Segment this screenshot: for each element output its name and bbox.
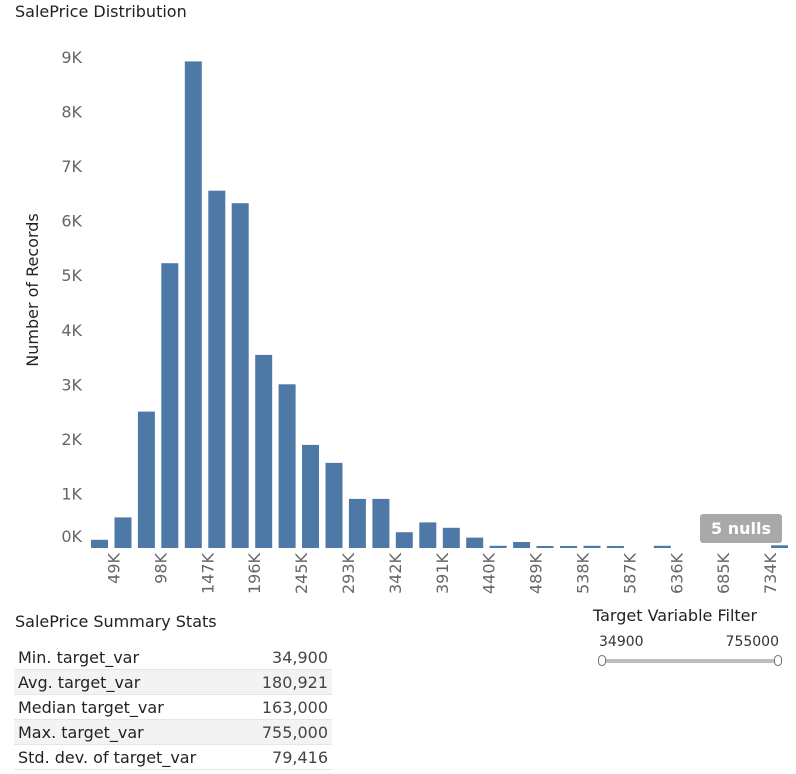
y-tick-label: 5K xyxy=(61,266,82,285)
x-tick-label: 636K xyxy=(667,552,686,594)
table-row: Min. target_var 34,900 xyxy=(14,645,332,670)
stat-label: Max. target_var xyxy=(14,719,242,745)
histogram-bar[interactable] xyxy=(255,354,273,548)
histogram-bar[interactable] xyxy=(466,537,484,548)
histogram-bar[interactable] xyxy=(137,411,155,548)
histogram-bar[interactable] xyxy=(231,203,249,548)
y-tick-label: 8K xyxy=(61,103,82,122)
x-tick-label: 49K xyxy=(105,553,124,584)
y-tick-label: 0K xyxy=(61,527,82,546)
histogram-bar[interactable] xyxy=(91,539,108,548)
histogram-bar[interactable] xyxy=(536,546,554,548)
x-tick-label: 196K xyxy=(245,552,264,594)
x-tick-label: 685K xyxy=(714,552,733,594)
stat-label: Avg. target_var xyxy=(14,669,242,695)
range-slider-max-handle[interactable] xyxy=(774,655,782,666)
stat-label: Median target_var xyxy=(14,694,242,720)
histogram-bar[interactable] xyxy=(606,546,624,548)
table-row: Median target_var 163,000 xyxy=(14,694,332,720)
histogram-bar[interactable] xyxy=(208,190,226,548)
chart-title: SalePrice Distribution xyxy=(15,2,187,21)
y-tick-label: 3K xyxy=(61,375,82,394)
x-tick-label: 538K xyxy=(574,552,593,594)
x-tick-label: 391K xyxy=(433,552,452,594)
y-tick-label: 9K xyxy=(61,48,82,67)
stat-value: 755,000 xyxy=(241,719,332,745)
table-row: Std. dev. of target_var 79,416 xyxy=(14,744,332,770)
x-tick-label: 734K xyxy=(761,552,780,594)
histogram-bar[interactable] xyxy=(513,542,531,548)
histogram-bar[interactable] xyxy=(442,527,460,548)
x-tick-label: 245K xyxy=(292,552,311,594)
y-tick-label: 1K xyxy=(61,484,82,503)
stat-value: 34,900 xyxy=(241,645,332,670)
y-tick-label: 6K xyxy=(61,212,82,231)
histogram-bar[interactable] xyxy=(348,498,366,548)
x-tick-label: 342K xyxy=(386,552,405,594)
x-tick-label: 98K xyxy=(151,553,170,584)
histogram-bar[interactable] xyxy=(395,532,413,548)
histogram-bar[interactable] xyxy=(161,263,179,548)
histogram-bar[interactable] xyxy=(302,444,319,548)
histogram-bar[interactable] xyxy=(278,384,296,548)
x-tick-label: 293K xyxy=(339,552,358,594)
salesprice-histogram: 0K 1K 2K 3K 4K 5K 6K 7K 8K 9K Number of Records 49K… xyxy=(23,48,788,594)
histogram-bar[interactable] xyxy=(184,61,202,549)
filter-max-value: 755000 xyxy=(725,634,779,650)
histogram-bar[interactable] xyxy=(419,522,437,548)
histogram-bar[interactable] xyxy=(560,546,577,548)
table-row: Max. target_var 755,000 xyxy=(14,719,332,745)
histogram-bar[interactable] xyxy=(489,545,507,548)
y-tick-label: 7K xyxy=(61,157,82,176)
histogram-bar[interactable] xyxy=(114,517,132,548)
histogram-bar[interactable] xyxy=(771,545,788,548)
x-tick-label: 147K xyxy=(198,552,217,594)
range-slider-track[interactable] xyxy=(601,659,779,663)
y-tick-label: 4K xyxy=(61,321,82,340)
x-tick-label: 489K xyxy=(527,552,546,594)
nulls-badge[interactable]: 5 nulls xyxy=(700,514,782,543)
stat-value: 163,000 xyxy=(241,694,332,720)
stat-value: 180,921 xyxy=(241,669,332,695)
table-row: Avg. target_var 180,921 xyxy=(14,669,332,695)
filter-title: Target Variable Filter xyxy=(593,606,758,625)
stat-label: Std. dev. of target_var xyxy=(14,744,242,770)
range-slider-min-handle[interactable] xyxy=(598,655,606,666)
histogram-bar[interactable] xyxy=(325,462,343,548)
x-tick-label: 587K xyxy=(620,552,639,594)
histogram-bar[interactable] xyxy=(583,545,601,548)
histogram-bar[interactable] xyxy=(653,545,671,548)
x-tick-label: 440K xyxy=(480,552,499,594)
stat-value: 79,416 xyxy=(241,744,332,770)
stats-table: Min. target_var 34,900 Avg. target_var 1… xyxy=(14,645,332,770)
y-tick-label: 2K xyxy=(61,430,82,449)
histogram-bar[interactable] xyxy=(372,498,390,548)
y-axis-label: Number of Records xyxy=(23,213,42,366)
stats-title: SalePrice Summary Stats xyxy=(15,612,217,631)
stat-label: Min. target_var xyxy=(14,645,242,670)
filter-min-value: 34900 xyxy=(599,634,644,650)
